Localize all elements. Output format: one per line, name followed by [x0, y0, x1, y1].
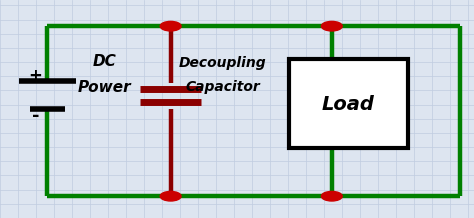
Circle shape — [321, 191, 342, 201]
Circle shape — [160, 21, 181, 31]
Text: Decoupling: Decoupling — [179, 56, 266, 70]
Bar — [289, 59, 408, 148]
Text: +: + — [28, 67, 43, 85]
Circle shape — [321, 21, 342, 31]
Text: Power: Power — [77, 80, 131, 95]
Text: -: - — [32, 107, 39, 124]
Text: DC: DC — [92, 54, 116, 68]
Text: Load: Load — [322, 95, 375, 114]
Circle shape — [160, 191, 181, 201]
Text: Capacitor: Capacitor — [185, 80, 260, 94]
